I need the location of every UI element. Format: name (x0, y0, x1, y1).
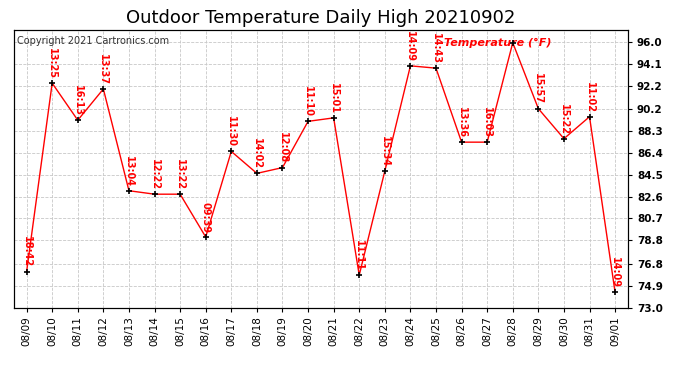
Text: 11:02: 11:02 (584, 81, 595, 112)
Title: Outdoor Temperature Daily High 20210902: Outdoor Temperature Daily High 20210902 (126, 9, 515, 27)
Text: 13:22: 13:22 (175, 159, 185, 190)
Text: 11:10: 11:10 (303, 86, 313, 117)
Text: Temperature (°F): Temperature (°F) (444, 38, 551, 48)
Text: 16:13: 16:13 (72, 85, 83, 116)
Text: 14:09: 14:09 (610, 257, 620, 288)
Text: 14:09: 14:09 (406, 31, 415, 62)
Text: 13:25: 13:25 (47, 48, 57, 79)
Text: 13:36: 13:36 (457, 107, 466, 138)
Text: Copyright 2021 Cartronics.com: Copyright 2021 Cartronics.com (17, 36, 169, 45)
Text: 13:04: 13:04 (124, 156, 134, 186)
Text: 15:57: 15:57 (533, 74, 543, 105)
Text: 12:22: 12:22 (150, 159, 159, 190)
Text: 14:43: 14:43 (431, 33, 441, 64)
Text: 15:22: 15:22 (559, 104, 569, 135)
Text: 13:37: 13:37 (99, 54, 108, 85)
Text: 11:11: 11:11 (354, 240, 364, 271)
Text: 15:01: 15:01 (328, 83, 339, 114)
Text: 16:03: 16:03 (482, 107, 492, 138)
Text: 12:08: 12:08 (277, 132, 288, 164)
Text: 14:02: 14:02 (252, 138, 262, 169)
Text: 09:39: 09:39 (201, 202, 210, 233)
Text: 11:30: 11:30 (226, 116, 236, 147)
Text: 18:42: 18:42 (21, 236, 32, 267)
Text: 15:34: 15:34 (380, 136, 390, 167)
